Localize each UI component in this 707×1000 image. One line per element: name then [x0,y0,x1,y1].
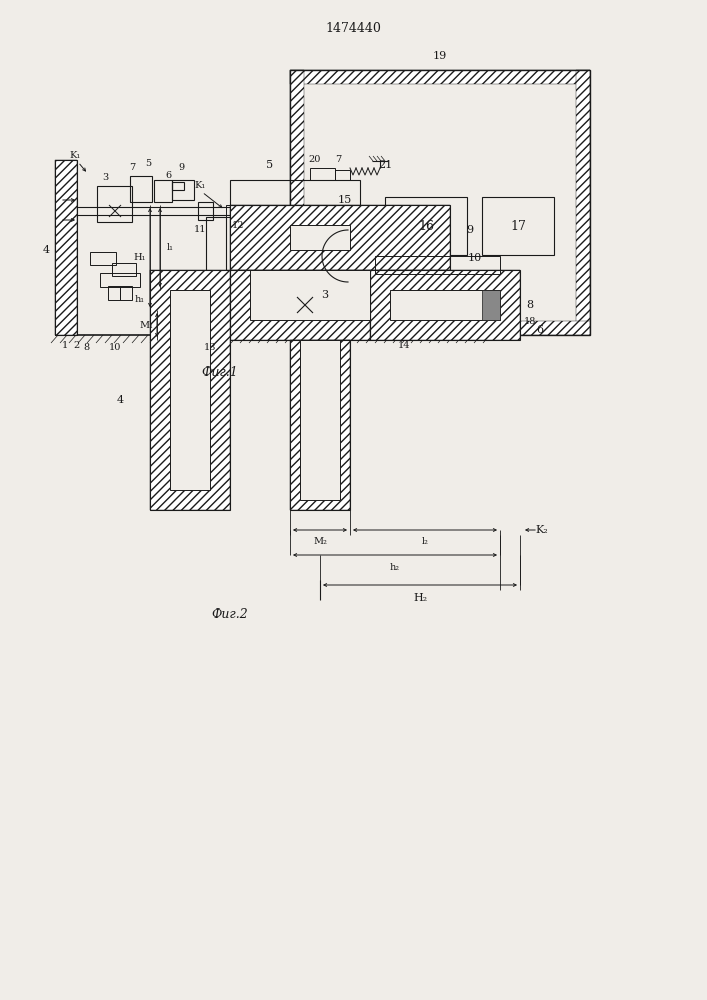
Bar [335,170,350,180]
Text: 1474440: 1474440 [325,21,381,34]
Text: 4: 4 [117,395,124,405]
Bar [170,290,210,490]
Bar [55,160,77,335]
Text: 15: 15 [338,195,352,205]
Bar [250,270,370,320]
Text: 10: 10 [468,253,482,263]
Bar [150,270,230,510]
Text: 8: 8 [83,344,89,353]
Text: 11: 11 [194,225,206,233]
Bar [375,256,500,274]
Text: Фиг.2: Фиг.2 [211,608,248,621]
Bar [390,290,500,320]
Bar [230,205,450,270]
Text: h₂: h₂ [390,562,400,572]
Text: 16: 16 [418,220,434,232]
Bar [290,225,350,250]
Text: 13: 13 [204,342,216,352]
Bar [230,205,450,270]
Text: 1: 1 [62,340,68,350]
Text: 5: 5 [145,159,151,168]
Bar [482,197,554,255]
Bar [226,205,234,217]
Bar [230,270,370,340]
Text: Фиг.1: Фиг.1 [201,366,238,379]
Bar [310,168,335,180]
Bar [576,70,590,335]
Bar [290,321,590,335]
Bar [370,270,520,340]
Bar [290,70,590,84]
Bar [172,180,194,200]
Bar [112,263,136,276]
Bar [90,252,116,265]
Text: 17: 17 [510,220,526,232]
Bar [385,197,467,255]
Bar [230,180,360,205]
Bar [348,230,376,282]
Bar [198,202,213,220]
Text: 7: 7 [129,162,135,172]
Text: H₂: H₂ [413,593,427,603]
Text: 9: 9 [178,162,184,172]
Bar [120,286,132,300]
Text: 14: 14 [398,342,410,351]
Text: K₁: K₁ [194,180,206,190]
Text: 6: 6 [165,172,171,180]
Bar [206,217,226,335]
Bar [300,340,340,500]
Text: 3: 3 [102,172,108,182]
Bar [130,176,152,202]
Text: 2: 2 [73,340,79,350]
Text: 10: 10 [109,344,121,353]
Text: M₂: M₂ [313,538,327,546]
Text: 21: 21 [378,160,392,170]
Bar [154,180,172,202]
Bar [100,273,140,287]
Bar [304,299,484,335]
Bar [230,270,370,340]
Text: 6: 6 [537,325,544,335]
Bar [482,290,500,320]
Text: h₁: h₁ [135,296,145,304]
Text: M₁: M₁ [139,320,153,330]
Bar [290,70,304,335]
Text: 19: 19 [433,51,447,61]
Text: l₂: l₂ [421,538,428,546]
Bar [290,340,350,510]
Bar [172,182,184,190]
Bar [200,332,232,340]
Bar [240,205,248,217]
Text: 5: 5 [267,160,274,170]
Text: K₂: K₂ [536,525,549,535]
Text: 18: 18 [524,318,536,326]
Bar [108,286,120,300]
Text: 12: 12 [232,221,244,230]
Bar [97,186,132,222]
Text: l₁: l₁ [167,243,173,252]
Text: 7: 7 [335,155,341,164]
Text: 20: 20 [309,155,321,164]
Text: H₁: H₁ [134,253,146,262]
Text: K₁: K₁ [69,150,81,159]
Bar [55,160,77,335]
Bar [338,279,384,299]
Bar [370,270,520,340]
Bar [290,70,590,335]
Text: 9: 9 [467,225,474,235]
Text: 8: 8 [527,300,534,310]
Bar [150,270,230,510]
Text: 4: 4 [42,245,49,255]
Text: 3: 3 [322,290,329,300]
Bar [290,340,350,510]
